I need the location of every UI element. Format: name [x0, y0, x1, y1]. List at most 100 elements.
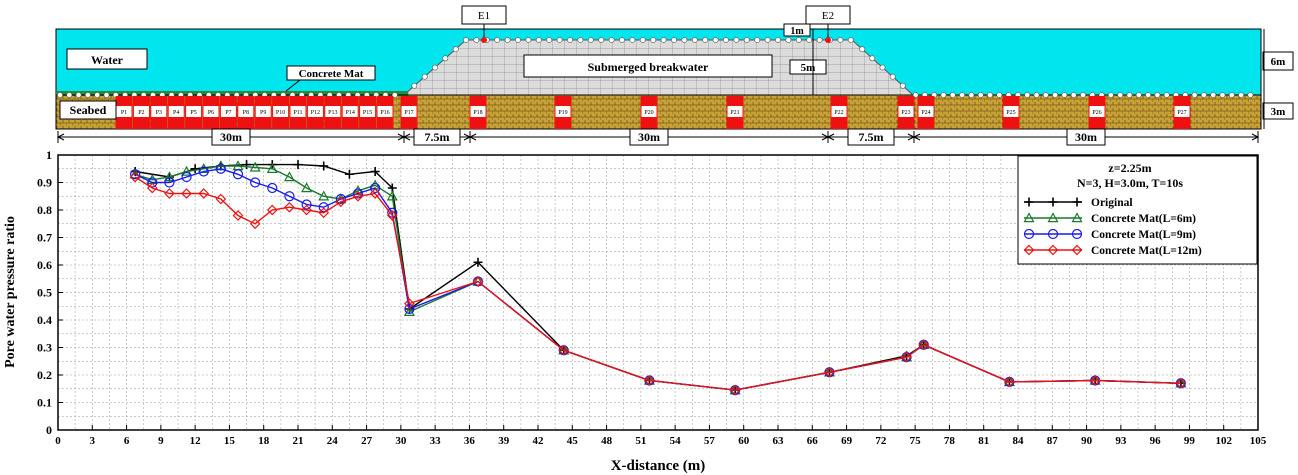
- data-point: [181, 188, 192, 199]
- probe-label-box: [220, 106, 236, 117]
- data-point: [403, 306, 415, 316]
- data-point: [1047, 228, 1059, 240]
- data-point: [267, 182, 278, 194]
- data-point: [1023, 212, 1035, 223]
- series-lines: [129, 160, 1187, 396]
- probe-label-box: [377, 106, 393, 117]
- x-tick-label: 33: [430, 435, 442, 447]
- x-tick-label: 75: [910, 435, 922, 447]
- probe-label: P8: [243, 110, 249, 116]
- data-point: [1072, 197, 1082, 207]
- probe-label-box: [186, 106, 202, 117]
- data-point: [1047, 244, 1059, 256]
- surface-dot: [1052, 92, 1058, 98]
- surface-dot: [743, 37, 750, 43]
- probe-label-box: [307, 106, 323, 117]
- surface-dot: [775, 37, 781, 43]
- surface-dot: [1080, 92, 1086, 98]
- probe-label-box: [273, 106, 289, 117]
- probe-label-box: [1174, 106, 1190, 117]
- probe-label: P23: [901, 110, 910, 116]
- surface-dot: [421, 73, 428, 80]
- x-tick-label: 102: [1215, 435, 1232, 447]
- dim-1m-label: 1m: [790, 26, 804, 37]
- surface-dot: [577, 37, 584, 43]
- probe-label-box: [325, 106, 341, 117]
- legend-title-line2: N=3, H=3.0m, T=10s: [1077, 176, 1183, 190]
- segment-label-box: [413, 128, 461, 146]
- probe-label: P6: [208, 110, 214, 116]
- probe-label: P21: [730, 110, 739, 116]
- probe-label: P20: [644, 110, 653, 116]
- surface-dot: [639, 37, 646, 43]
- surface-dot: [1033, 92, 1040, 98]
- series-4: [129, 171, 1187, 396]
- data-point: [335, 193, 346, 205]
- surface-dot: [671, 37, 677, 43]
- surface-dot: [66, 92, 73, 98]
- y-tick-label: 0.2: [37, 368, 52, 382]
- probe-label: P9: [260, 110, 266, 116]
- probe-label-box: [342, 106, 358, 117]
- surface-dot: [712, 37, 719, 43]
- surface-dot: [733, 37, 740, 43]
- data-point: [1023, 228, 1035, 240]
- surface-dot: [1117, 92, 1124, 98]
- surface-dot: [869, 55, 876, 62]
- data-point: [352, 188, 364, 199]
- segment-label: 7.5m: [859, 130, 884, 144]
- data-point: [319, 161, 329, 171]
- y-tick-label: 0.3: [37, 341, 52, 355]
- surface-dot: [650, 37, 657, 43]
- probe-label-box: [918, 106, 934, 117]
- surface-dot: [785, 37, 792, 43]
- data-point: [249, 161, 261, 172]
- data-point: [644, 375, 655, 386]
- x-tick-label: 87: [1047, 435, 1059, 447]
- surface-dot: [940, 92, 947, 98]
- segment-label: 7.5m: [425, 130, 450, 144]
- surface-dot: [473, 37, 480, 43]
- surface-dot: [1219, 92, 1226, 98]
- breakwater-label-box: [523, 54, 773, 78]
- data-point: [318, 207, 330, 219]
- legend-label: Concrete Mat(L=6m): [1091, 213, 1196, 225]
- probe-label-box: [831, 106, 847, 117]
- surface-dot: [598, 37, 605, 43]
- probe-label-box: [898, 106, 914, 117]
- data-point: [242, 160, 252, 170]
- surface-dot: [546, 37, 553, 43]
- surface-dot: [837, 37, 844, 43]
- probe-label: P2: [138, 110, 144, 116]
- x-tick-label: 57: [704, 435, 716, 447]
- x-tick-label: 9: [158, 435, 164, 447]
- data-point: [344, 169, 354, 179]
- data-point: [1089, 375, 1101, 386]
- x-axis-ticks: 0 3 6 9 12 15 18 21 24 27 30 33 36 39 42 45 48 51 54 57 60 63…: [55, 425, 1267, 447]
- surface-dot: [1238, 92, 1244, 98]
- concrete-mat: [56, 91, 408, 96]
- x-tick-label: 0: [55, 435, 61, 447]
- x-tick-label: 72: [875, 435, 887, 447]
- x-tick-label: 90: [1081, 435, 1093, 447]
- surface-dot: [899, 82, 906, 89]
- dim-1m-box: [783, 23, 811, 37]
- surface-dot: [411, 82, 418, 89]
- surface-dot: [702, 37, 709, 43]
- probe-label: P17: [404, 110, 413, 116]
- probe-label: P15: [363, 110, 372, 116]
- data-point: [1023, 244, 1035, 256]
- y-axis-ticks: 0 0.1 0.2 0.3 0.4 0.5 0.6 0.7 0.8 0.9 1: [37, 148, 63, 437]
- legend: z=2.25m N=3, H=3.0m, T=10s Original Concr…: [1017, 155, 1258, 265]
- legend-label: Concrete Mat(L=12m): [1091, 245, 1202, 257]
- probe-label: P27: [1177, 110, 1186, 116]
- probe-label-box: [470, 106, 486, 117]
- x-tick-label: 81: [978, 435, 989, 447]
- probe-label-box: [401, 106, 417, 117]
- data-point: [472, 276, 484, 287]
- data-point: [386, 210, 398, 221]
- x-tick-label: 63: [773, 435, 785, 447]
- data-point: [181, 165, 193, 176]
- data-point: [250, 177, 261, 188]
- surface-dot: [1191, 92, 1198, 98]
